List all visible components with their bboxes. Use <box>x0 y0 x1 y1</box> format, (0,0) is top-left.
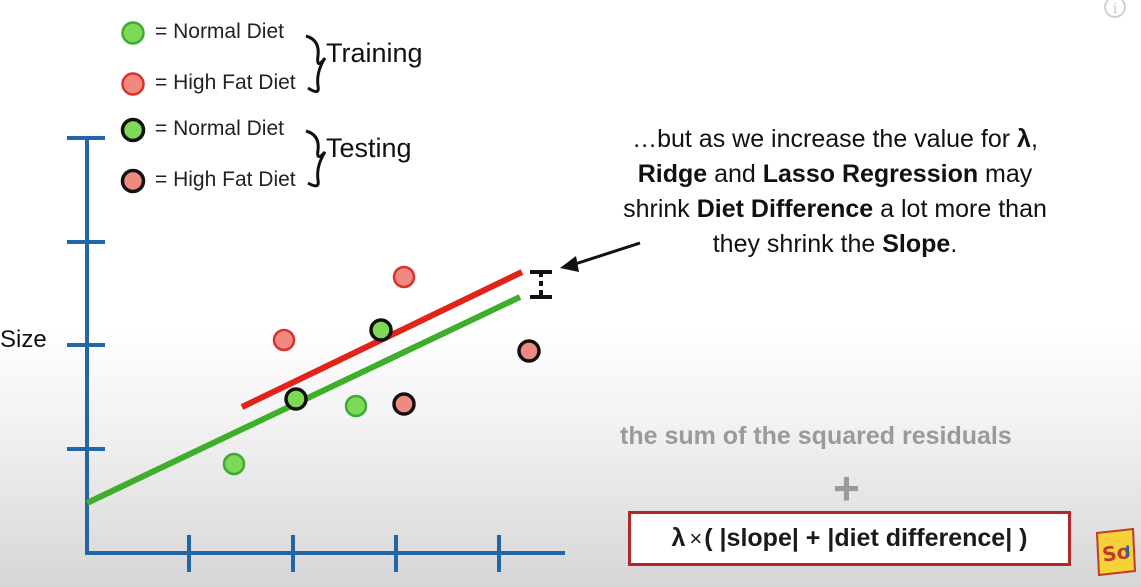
annotation-shrink: shrink <box>623 195 697 223</box>
data-point-testing-highfat <box>517 339 541 363</box>
training-group-label: Training <box>326 38 423 68</box>
annotation-may: may <box>978 160 1033 188</box>
data-point-testing-normal <box>284 387 308 411</box>
penalty-times: × <box>689 525 703 551</box>
pointer-arrow <box>560 241 641 272</box>
legend-label-testing-highfat: = High Fat Diet <box>155 168 296 191</box>
info-icon[interactable]: i <box>1104 0 1126 18</box>
sum-squared-residuals: the sum of the squared residuals <box>620 422 1012 450</box>
lasso-term: Lasso Regression <box>762 160 979 188</box>
legend-label-training-highfat: = High Fat Diet <box>155 71 296 94</box>
data-point-training-normal <box>222 452 246 476</box>
plus-sign: + <box>833 462 860 514</box>
lasso-penalty-box: λ × ( |slope| + |diet difference| ) <box>628 511 1071 566</box>
diet-difference-term: Diet Difference <box>696 195 874 223</box>
legend-marker-testing-normal <box>120 117 146 143</box>
data-point-training-highfat <box>272 328 296 352</box>
testing-brace <box>305 129 327 188</box>
annotation-comma: , <box>1030 125 1038 153</box>
legend-markers <box>120 21 146 194</box>
annotation-and: and <box>707 160 763 188</box>
legend-marker-training-highfat <box>121 72 145 96</box>
penalty-lambda: λ <box>671 524 686 552</box>
training-points <box>222 265 416 476</box>
data-point-testing-highfat <box>392 392 416 416</box>
axes <box>67 136 565 572</box>
legend-label-training-normal: = Normal Diet <box>155 20 284 43</box>
annotation-more: a lot more than <box>873 195 1047 223</box>
y-axis-label: Size <box>0 326 47 353</box>
data-point-training-normal <box>344 394 368 418</box>
testing-points <box>284 318 541 416</box>
svg-text:So: So <box>1101 539 1132 567</box>
data-point-testing-normal <box>369 318 393 342</box>
slope-term: Slope <box>882 230 951 258</box>
annotation-line1: …but as we increase the value for <box>632 125 1018 153</box>
svg-text:!: ! <box>1124 542 1131 561</box>
legend-marker-testing-highfat <box>120 168 146 194</box>
testing-group-label: Testing <box>326 133 412 163</box>
annotation-text: …but as we increase the value for λ, Rid… <box>560 122 1110 262</box>
statquest-logo: So ! <box>1095 527 1137 577</box>
data-point-training-highfat <box>392 265 416 289</box>
ridge-term: Ridge <box>637 160 708 188</box>
legend-label-testing-normal: = Normal Diet <box>155 117 284 140</box>
lambda-symbol: λ <box>1017 125 1031 153</box>
annotation-period: . <box>950 230 958 258</box>
diet-difference-bracket <box>530 270 552 299</box>
annotation-they: they shrink the <box>712 230 883 258</box>
legend-marker-training-normal <box>121 21 145 45</box>
training-brace <box>305 34 327 93</box>
penalty-terms: ( |slope| + |diet difference| ) <box>704 524 1028 552</box>
